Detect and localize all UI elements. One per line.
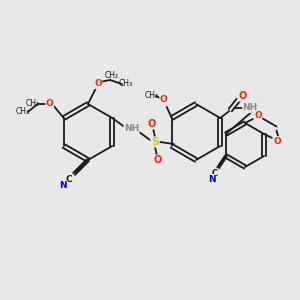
Text: CH₃: CH₃	[119, 80, 133, 88]
Text: CH₂: CH₂	[105, 71, 119, 80]
Text: C: C	[66, 175, 72, 184]
Text: O: O	[238, 91, 246, 101]
Text: O: O	[273, 136, 281, 146]
Text: O: O	[148, 119, 156, 129]
Text: O: O	[154, 155, 162, 165]
Text: N: N	[208, 175, 216, 184]
Text: N: N	[59, 181, 67, 190]
Text: NH: NH	[243, 103, 258, 112]
Text: CH₃: CH₃	[145, 92, 159, 100]
Text: O: O	[46, 98, 54, 107]
Text: Methoxy: Methoxy	[142, 94, 165, 98]
Text: O: O	[94, 80, 102, 88]
Text: S: S	[151, 137, 159, 147]
Text: O: O	[160, 95, 168, 104]
Text: O: O	[254, 112, 262, 121]
Text: CH₃: CH₃	[16, 107, 30, 116]
Text: NH: NH	[124, 124, 139, 133]
Text: C: C	[212, 169, 218, 178]
Text: CH₂: CH₂	[26, 100, 40, 109]
